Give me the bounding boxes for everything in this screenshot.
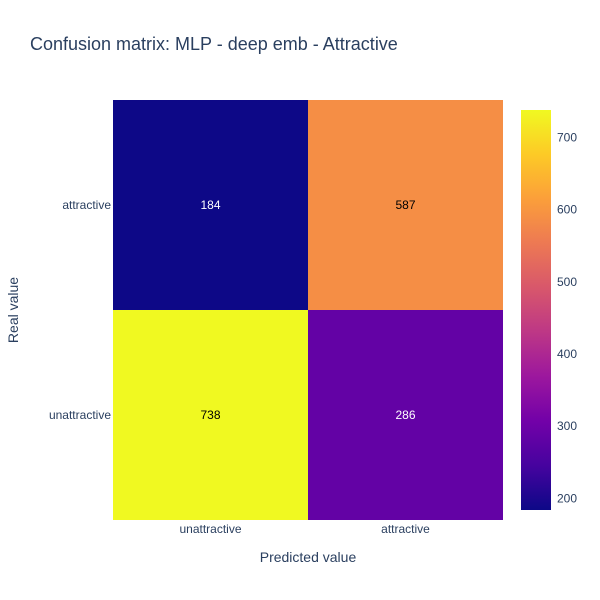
colorbar-tick-label: 200 [557, 491, 577, 505]
x-tick-label: attractive [381, 522, 430, 536]
cell-value-label: 587 [395, 198, 415, 212]
x-axis-label: Predicted value [260, 549, 357, 565]
colorbar: 200 300 400 500 600 700 [521, 110, 577, 510]
x-tick-label: unattractive [179, 522, 241, 536]
y-axis-label: Real value [5, 277, 21, 343]
colorbar-ticks: 200 300 400 500 600 700 [557, 130, 577, 505]
colorbar-gradient [521, 110, 551, 510]
cell-value-label: 286 [395, 408, 415, 422]
y-tick-label: unattractive [49, 408, 111, 422]
colorbar-tick-label: 300 [557, 419, 577, 433]
colorbar-tick-label: 500 [557, 275, 577, 289]
chart-title: Confusion matrix: MLP - deep emb - Attra… [30, 34, 398, 54]
heatmap-cells: 184 587 738 286 [113, 100, 503, 520]
cell-value-label: 738 [200, 408, 220, 422]
y-tick-labels: attractive unattractive [49, 198, 111, 422]
y-tick-label: attractive [62, 198, 111, 212]
colorbar-tick-label: 700 [557, 130, 577, 144]
cell-value-label: 184 [200, 198, 220, 212]
colorbar-tick-label: 400 [557, 347, 577, 361]
x-tick-labels: unattractive attractive [179, 522, 430, 536]
colorbar-tick-label: 600 [557, 203, 577, 217]
